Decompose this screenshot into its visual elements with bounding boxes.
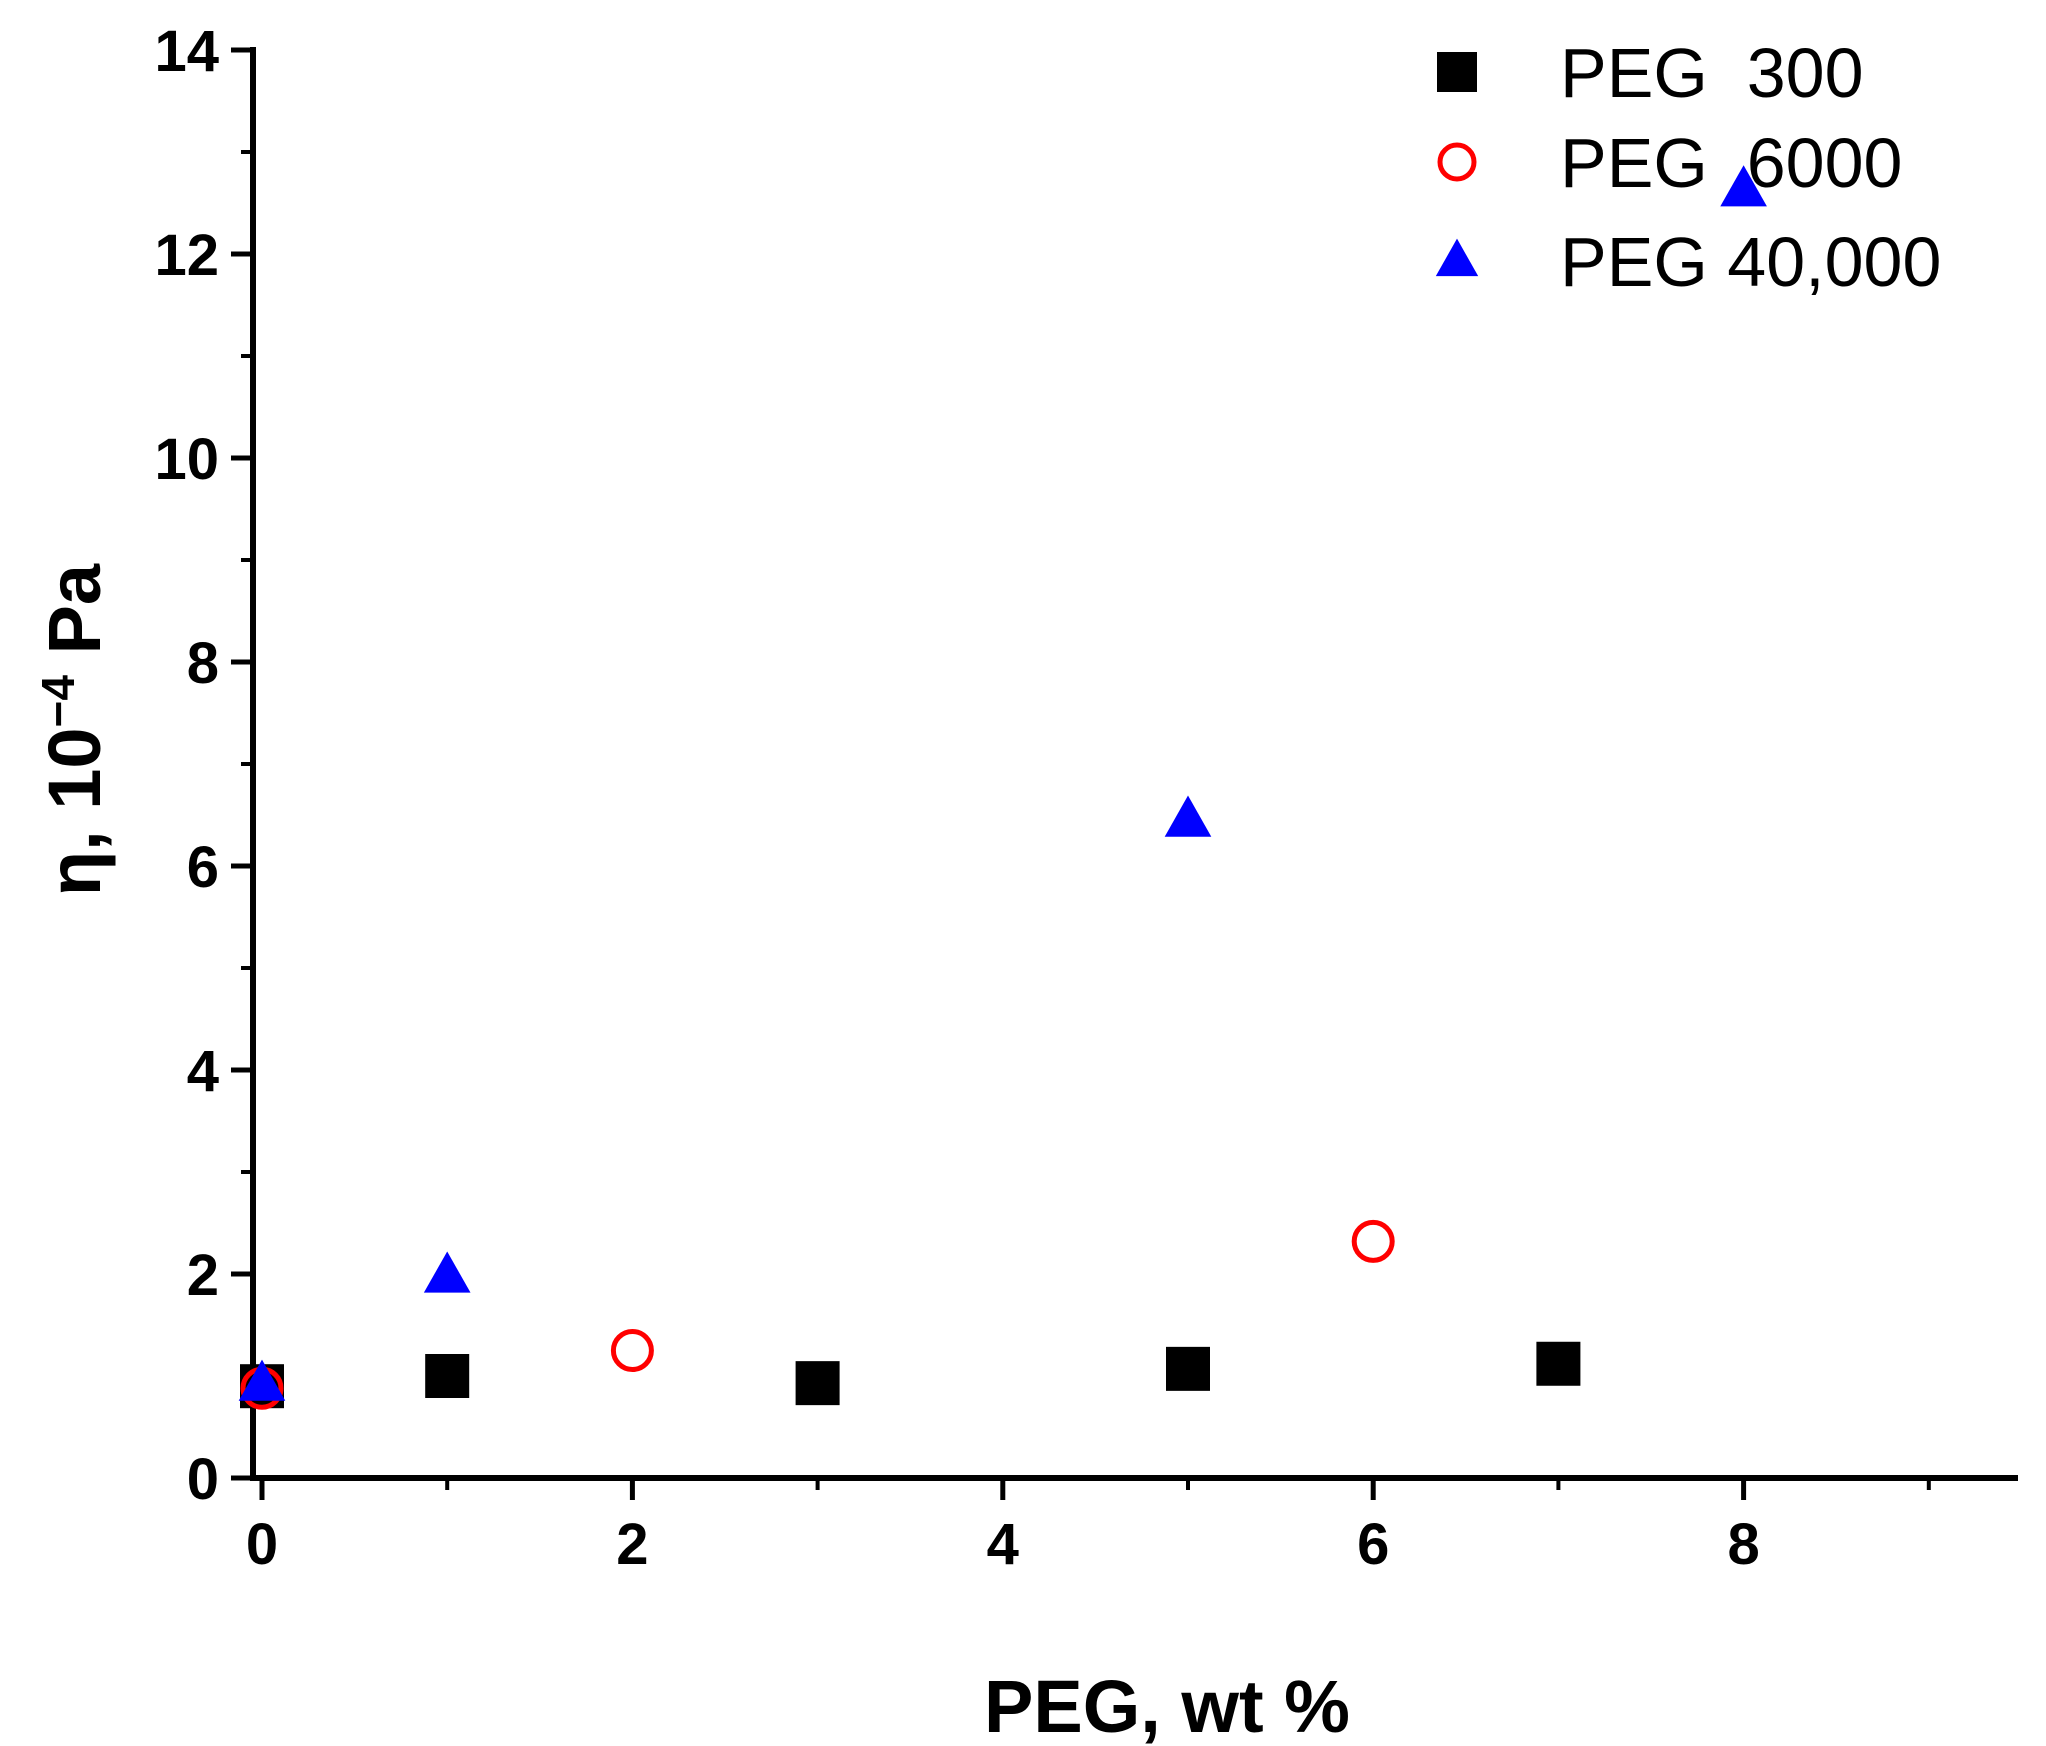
y-tick-label: 10: [154, 427, 219, 492]
legend-label: PEG 300: [1560, 34, 1864, 112]
series-circle: [240, 1219, 1395, 1410]
y-tick-label: 12: [154, 223, 219, 288]
legend: PEG 300 PEG 6000 PEG 40,000: [1435, 34, 1941, 301]
data-point: [1720, 165, 1767, 207]
legend-marker: [1437, 52, 1477, 92]
data-point: [1164, 795, 1212, 837]
y-tick-label: 14: [154, 19, 219, 84]
y-axis-title: η, 10−4 Pa: [32, 563, 116, 896]
legend-marker: [1437, 142, 1477, 182]
x-tick-label: 4: [987, 1512, 1019, 1577]
legend-marker: [1435, 238, 1479, 277]
x-tick-label: 0: [246, 1512, 278, 1577]
legend-label: PEG 40,000: [1560, 223, 1941, 301]
x-axis-title: PEG, wt %: [984, 1665, 1350, 1746]
y-tick-label: 8: [187, 631, 219, 696]
data-point: [423, 1251, 471, 1293]
y-tick-label: 2: [187, 1243, 219, 1308]
y-axis-title-unit: Pa: [33, 563, 116, 675]
legend-item: PEG 300: [1437, 34, 1864, 112]
data-point: [425, 1354, 470, 1398]
y-tick-label: 6: [187, 835, 219, 900]
y-tick-label: 4: [187, 1039, 219, 1104]
y-tick-label: 0: [187, 1447, 219, 1512]
x-ticks: 024681012141618: [246, 1478, 1931, 1577]
x-tick-label: 6: [1357, 1512, 1389, 1577]
data-point: [610, 1329, 654, 1372]
y-axis-title-exponent: −4: [32, 675, 84, 728]
series-square: [240, 1341, 1581, 1409]
data-point: [1351, 1219, 1395, 1263]
legend-item: PEG 40,000: [1435, 223, 1941, 301]
y-axis-title-main: η, 10: [33, 727, 116, 896]
legend-item: PEG 6000: [1437, 124, 1902, 202]
series-layer: [238, 165, 1767, 1410]
data-point: [1536, 1341, 1581, 1386]
legend-label: PEG 6000: [1560, 124, 1902, 202]
data-point: [795, 1361, 840, 1406]
y-ticks: 0 2 4 6 8 10 12 14: [154, 19, 253, 1512]
x-tick-label: 2: [616, 1512, 648, 1577]
data-point: [1166, 1346, 1210, 1391]
x-tick-label: 8: [1727, 1512, 1759, 1577]
data-point: [238, 1359, 286, 1401]
series-triangle: [238, 165, 1767, 1401]
